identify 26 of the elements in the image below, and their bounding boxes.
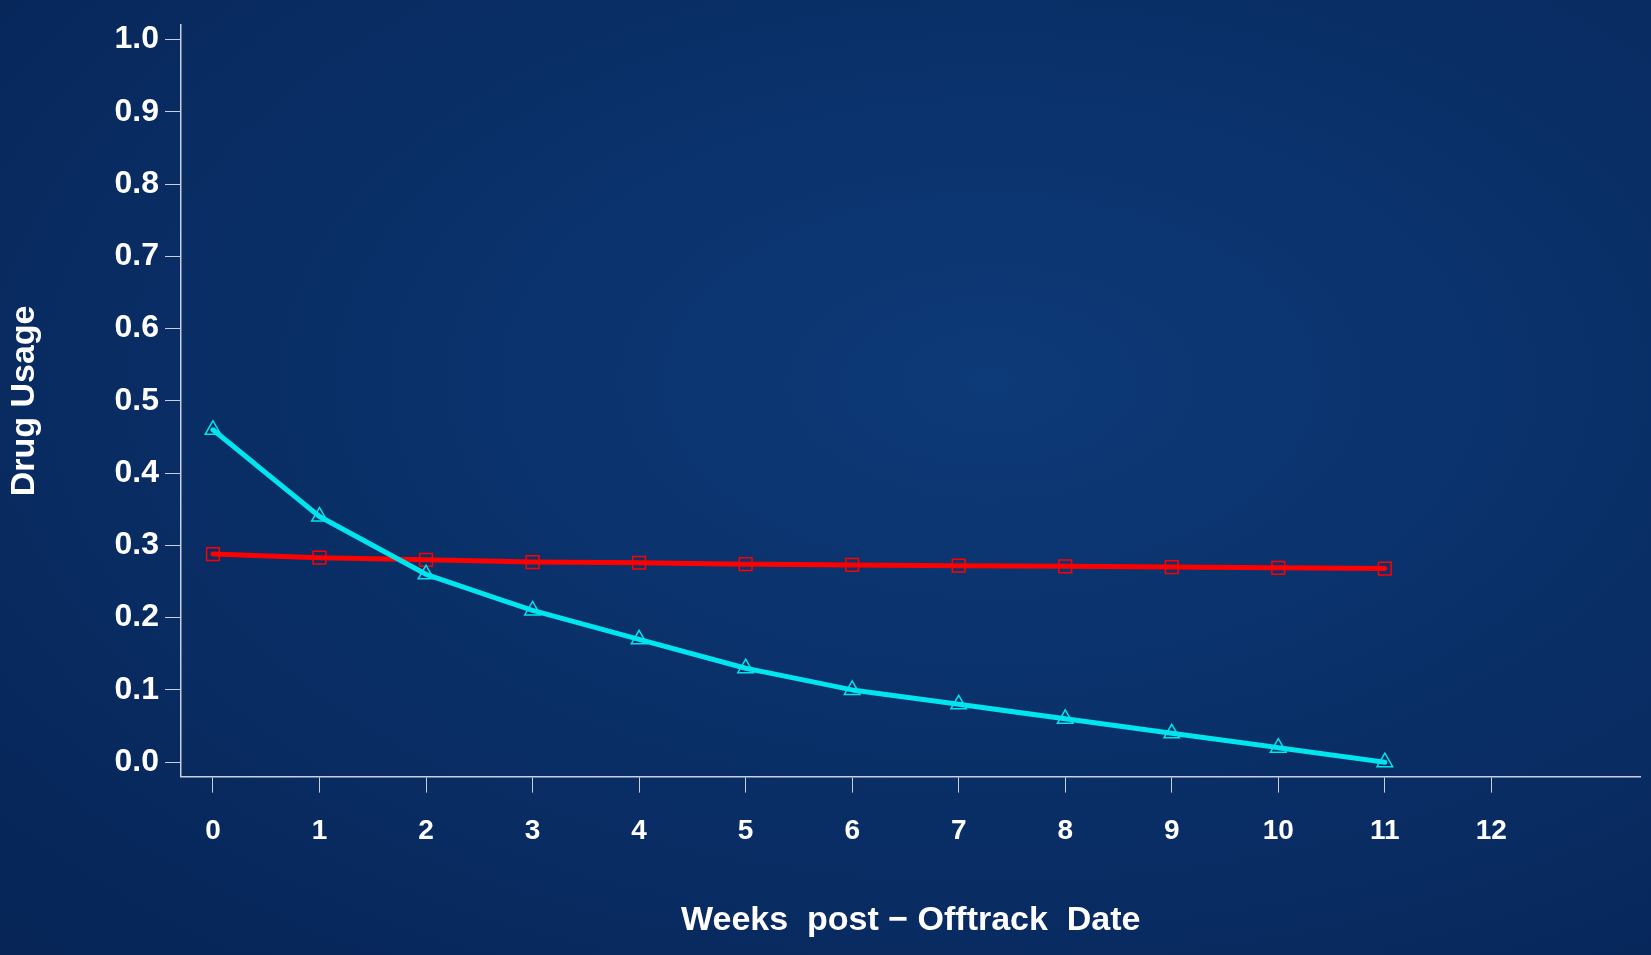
x-tick-label: 7	[950, 814, 967, 846]
x-tick-label: 5	[737, 814, 754, 846]
y-tick-label: 0.7	[114, 236, 159, 273]
y-tick-label: 0.0	[114, 741, 159, 778]
x-axis-title: Weeks post − Offtrack Date	[681, 898, 1141, 937]
y-tick-label: 0.2	[114, 597, 159, 634]
x-tick-label: 2	[418, 814, 434, 846]
x-tick-label: 4	[631, 814, 648, 846]
y-tick-label: 1.0	[114, 19, 159, 56]
y-tick-label: 0.5	[114, 380, 159, 417]
y-tick-label: 0.3	[114, 525, 159, 562]
x-tick-label: 11	[1370, 814, 1400, 846]
y-tick-label: 0.8	[114, 163, 159, 200]
y-axis-title: Drug Usage	[2, 305, 41, 497]
x-tick-label: 6	[844, 814, 860, 846]
x-tick-label: 3	[524, 814, 541, 846]
x-tick-label: 0	[205, 814, 221, 846]
y-tick-label: 0.4	[114, 452, 160, 489]
x-tick-label: 12	[1475, 814, 1507, 846]
y-tick-label: 0.9	[114, 91, 159, 128]
x-tick-label: 1	[311, 814, 328, 846]
x-tick-label: 10	[1262, 814, 1294, 846]
x-tick-label: 9	[1163, 814, 1180, 846]
y-tick-label: 0.1	[114, 669, 159, 706]
y-tick-label: 0.6	[114, 308, 159, 345]
x-tick-label: 8	[1057, 814, 1074, 846]
